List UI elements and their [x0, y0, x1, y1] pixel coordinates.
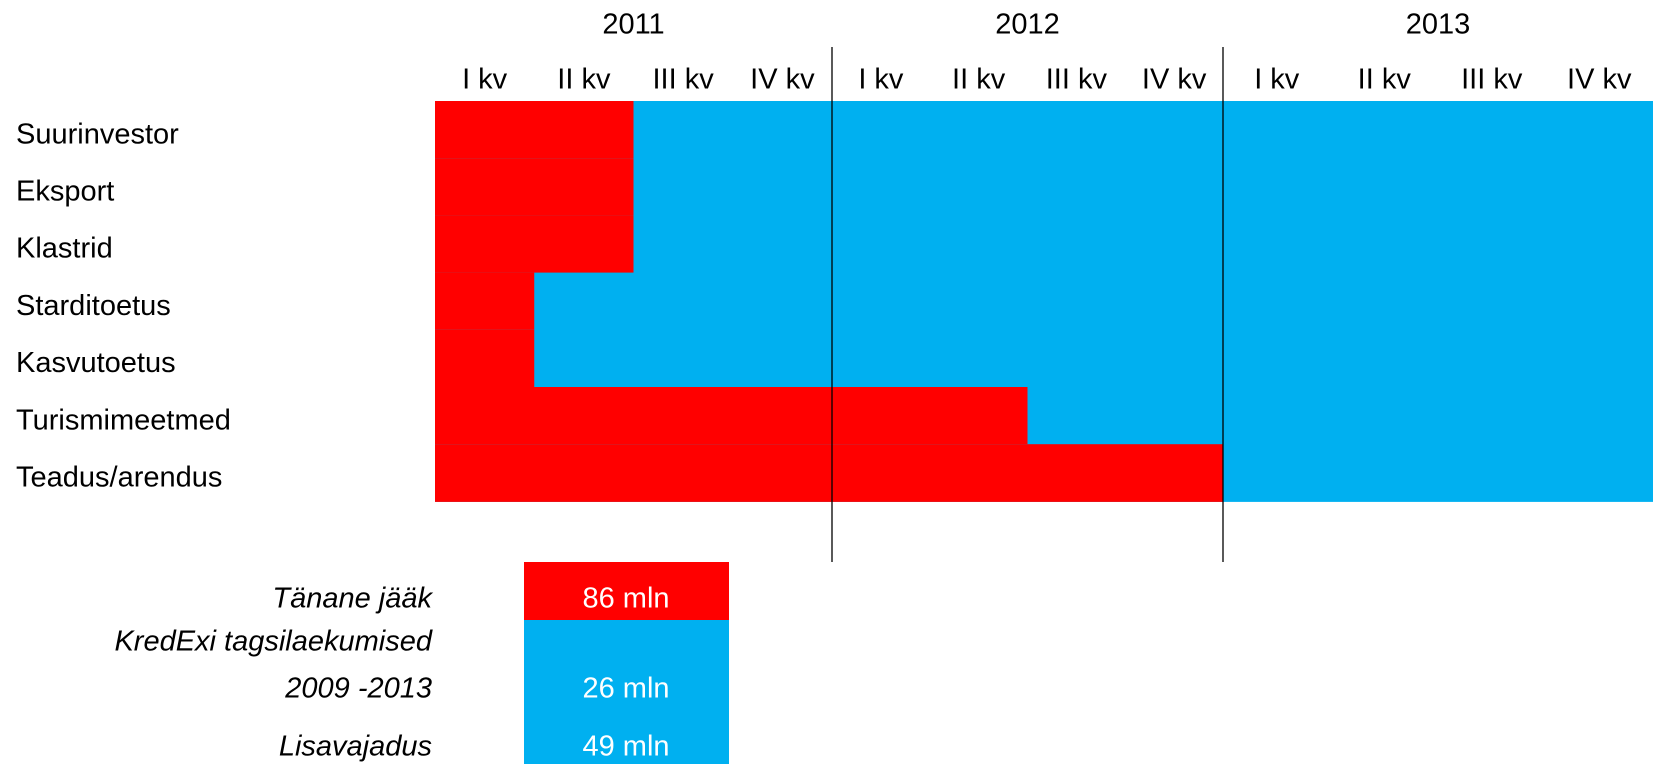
row-label: Turismimeetmed [16, 404, 231, 436]
row-label: Suurinvestor [16, 118, 179, 150]
summary-label: Lisavajadus [279, 731, 432, 763]
red-bar [435, 273, 534, 331]
quarter-label: III kv [653, 64, 715, 96]
row-label: Kasvutoetus [16, 347, 176, 379]
quarter-label: III kv [1046, 64, 1108, 96]
red-bar [435, 158, 634, 216]
summary-value: 86 mln [582, 583, 669, 615]
row-label: Klastrid [16, 233, 113, 265]
quarter-label: IV kv [1142, 64, 1207, 96]
quarter-label: I kv [1254, 64, 1300, 96]
quarter-label: III kv [1461, 64, 1523, 96]
summary-label: Tänane jääk [272, 583, 433, 615]
quarter-label: I kv [462, 64, 508, 96]
blue-bar [435, 273, 1653, 331]
row-label: Eksport [16, 175, 114, 207]
row-label: Starditoetus [16, 290, 171, 322]
summary-value: 49 mln [582, 731, 669, 763]
quarter-label: I kv [858, 64, 904, 96]
red-bar [435, 387, 1028, 445]
summary-label: 2009 -2013 [284, 673, 432, 705]
quarter-label: IV kv [1567, 64, 1632, 96]
summary-label: KredExi tagsilaekumised [114, 626, 432, 658]
blue-bar [435, 330, 1653, 388]
quarter-label: IV kv [750, 64, 815, 96]
quarter-label: II kv [952, 64, 1006, 96]
quarter-label: II kv [557, 64, 611, 96]
row-label: Teadus/arendus [16, 461, 222, 493]
red-bar [435, 101, 634, 159]
slide: Suurinvestor Eksport Klastrid Starditoetus K… [0, 0, 1653, 764]
red-bar [435, 330, 534, 388]
red-bar [435, 215, 634, 273]
year-label: 2013 [1406, 9, 1471, 41]
year-label: 2012 [995, 9, 1060, 41]
summary-value: 26 mln [582, 673, 669, 705]
red-bar [435, 444, 1223, 502]
year-label: 2011 [602, 9, 664, 41]
quarter-label: II kv [1358, 64, 1412, 96]
